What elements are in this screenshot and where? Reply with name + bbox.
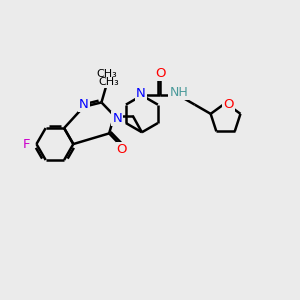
Text: NH: NH <box>169 86 188 99</box>
Text: N: N <box>112 112 122 124</box>
Text: N: N <box>136 87 146 100</box>
Text: O: O <box>155 67 166 80</box>
Text: F: F <box>22 138 30 151</box>
Text: CH₃: CH₃ <box>96 69 117 79</box>
Text: O: O <box>223 98 234 111</box>
Text: N: N <box>79 98 88 111</box>
Text: CH₃: CH₃ <box>98 77 119 87</box>
Text: O: O <box>117 143 127 156</box>
